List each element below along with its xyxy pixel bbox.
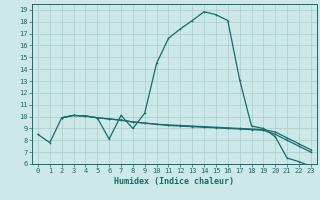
- X-axis label: Humidex (Indice chaleur): Humidex (Indice chaleur): [115, 177, 234, 186]
